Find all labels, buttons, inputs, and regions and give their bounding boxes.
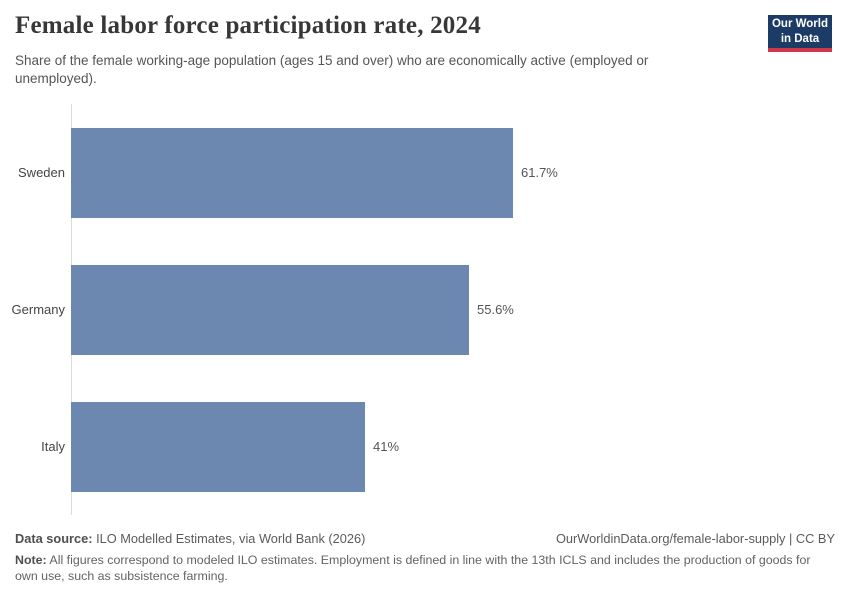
chart-note: Note: All figures correspond to modeled …	[15, 552, 835, 584]
bar-sweden[interactable]	[71, 127, 513, 218]
bar-italy[interactable]	[71, 401, 365, 492]
category-label-sweden: Sweden	[18, 165, 65, 180]
owid-logo-line2: in Data	[780, 32, 820, 45]
category-label-germany: Germany	[11, 302, 65, 317]
data-source: Data source: ILO Modelled Estimates, via…	[15, 531, 365, 546]
bar-chart: Sweden 61.7% Germany 55.6% Italy 41%	[0, 104, 850, 515]
plot-area: 61.7%	[71, 104, 850, 241]
value-label-sweden: 61.7%	[521, 165, 558, 180]
category-label-italy: Italy	[41, 439, 65, 454]
chart-row-italy: Italy 41%	[0, 378, 850, 515]
plot-area: 41%	[71, 378, 850, 515]
chart-subtitle: Share of the female working-age populati…	[15, 53, 649, 86]
value-label-italy: 41%	[373, 439, 400, 454]
plot-area: 55.6%	[71, 241, 850, 378]
note-label: Note:	[15, 553, 47, 567]
owid-logo-line1: Our World	[771, 18, 828, 31]
chart-row-sweden: Sweden 61.7%	[0, 104, 850, 241]
chart-row-germany: Germany 55.6%	[0, 241, 850, 378]
page-title: Female labor force participation rate, 2…	[15, 12, 481, 39]
data-source-label: Data source:	[15, 531, 93, 546]
owid-logo[interactable]: Our World in Data	[768, 15, 832, 52]
note-text: All figures correspond to modeled ILO es…	[15, 553, 811, 584]
bar-germany[interactable]	[71, 264, 469, 355]
chart-footer: Data source: ILO Modelled Estimates, via…	[15, 531, 835, 584]
value-label-germany: 55.6%	[477, 302, 514, 317]
data-source-text: ILO Modelled Estimates, via World Bank (…	[92, 531, 366, 546]
owid-url-link[interactable]: OurWorldinData.org/female-labor-supply |…	[555, 531, 835, 546]
